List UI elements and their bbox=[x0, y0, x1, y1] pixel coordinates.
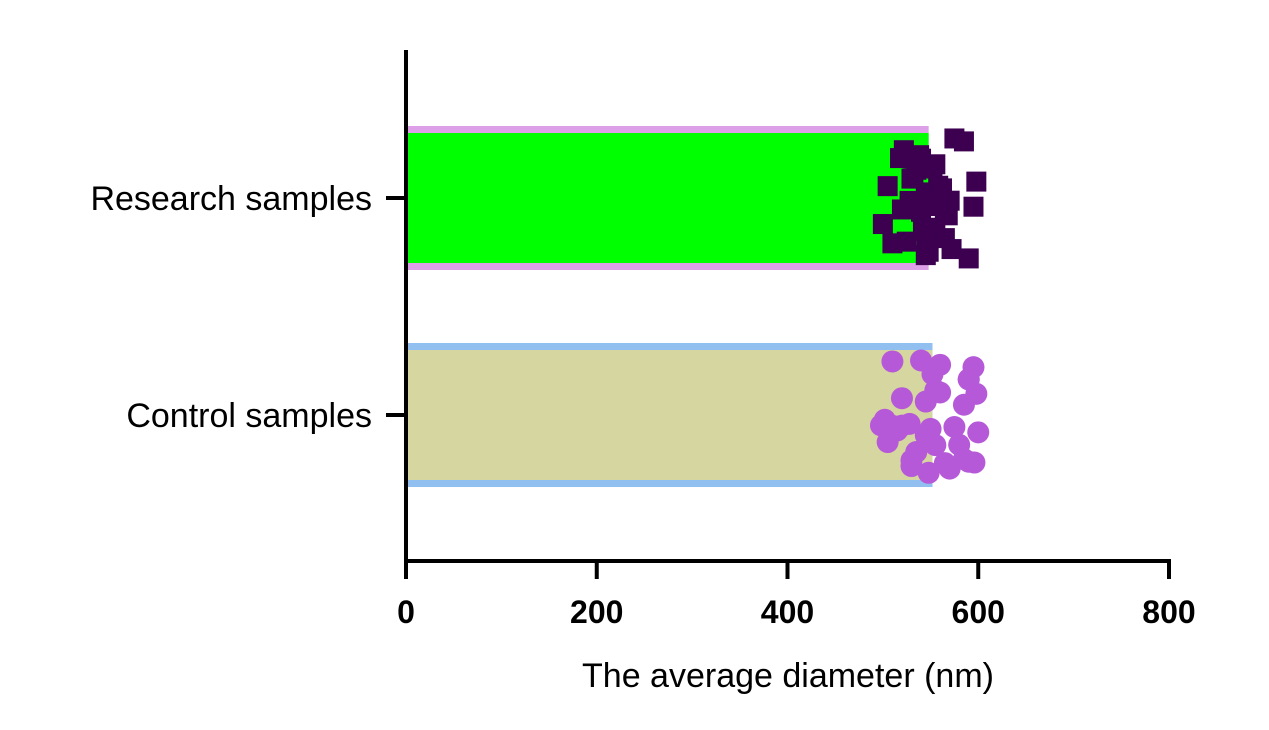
control-point bbox=[917, 461, 940, 484]
bars-layer bbox=[406, 126, 933, 487]
control-point bbox=[900, 449, 923, 472]
y-tick-label-control-samples: Control samples bbox=[126, 397, 372, 435]
research-point bbox=[958, 248, 979, 269]
control-point bbox=[952, 393, 975, 416]
ticks-layer: Research samples Control samples 0 200 400 60… bbox=[90, 180, 1195, 630]
research-point bbox=[941, 239, 962, 260]
x-tick-label-400: 400 bbox=[761, 594, 814, 630]
x-tick-label-800: 800 bbox=[1142, 594, 1195, 630]
research-point bbox=[932, 178, 953, 199]
x-tick-label-0: 0 bbox=[397, 594, 415, 630]
control-point bbox=[948, 433, 971, 456]
control-point bbox=[876, 431, 899, 454]
bar-research-samples bbox=[406, 133, 929, 263]
research-point bbox=[912, 220, 933, 241]
x-tick-label-600: 600 bbox=[952, 594, 1005, 630]
research-point bbox=[966, 171, 987, 192]
control-point bbox=[881, 350, 904, 373]
research-point bbox=[915, 245, 936, 266]
x-tick-label-200: 200 bbox=[570, 594, 623, 630]
x-axis-title: The average diameter (nm) bbox=[582, 657, 994, 695]
control-point bbox=[967, 421, 990, 444]
y-tick-label-research-samples: Research samples bbox=[90, 180, 372, 218]
research-point bbox=[893, 140, 914, 161]
control-point bbox=[890, 387, 913, 410]
bar-control-samples bbox=[406, 350, 933, 480]
research-point bbox=[896, 231, 917, 252]
research-point bbox=[911, 158, 932, 179]
research-point bbox=[953, 131, 974, 152]
control-point bbox=[957, 450, 980, 473]
points-layer bbox=[869, 128, 990, 484]
research-point bbox=[963, 196, 984, 217]
research-point bbox=[872, 214, 893, 235]
research-point bbox=[891, 199, 912, 220]
research-point bbox=[911, 201, 932, 222]
control-point bbox=[924, 379, 947, 402]
control-point bbox=[933, 452, 956, 475]
research-point bbox=[937, 205, 958, 226]
control-point bbox=[919, 417, 942, 440]
control-point bbox=[962, 356, 985, 379]
control-point bbox=[890, 414, 913, 437]
control-point bbox=[943, 415, 966, 438]
research-point bbox=[877, 176, 898, 197]
